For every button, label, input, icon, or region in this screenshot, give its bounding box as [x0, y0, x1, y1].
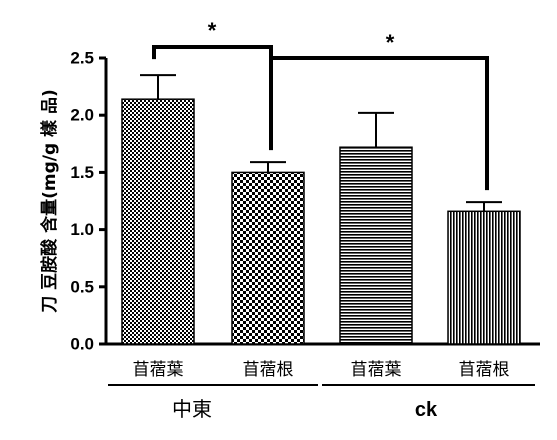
bar [121, 98, 195, 345]
error-bar [358, 111, 394, 148]
group-label-middle-east: 中東 [172, 397, 212, 421]
x-category-labels: 苜蓿葉 苜蓿根 苜蓿葉 苜蓿根 [133, 360, 510, 380]
y-ticks: 0.0 0.5 1.0 1.5 2.0 2.5 [70, 48, 106, 353]
error-bar [466, 201, 502, 212]
bar [447, 210, 521, 345]
bar [231, 171, 305, 345]
error-bar [250, 161, 286, 173]
x-category-label: 苜蓿葉 [133, 360, 184, 380]
x-category-label: 苜蓿根 [459, 360, 510, 380]
y-tick-label: 1.5 [70, 163, 94, 182]
y-tick-label: 2.0 [70, 106, 94, 125]
y-tick-label: 0.0 [70, 334, 94, 353]
bar [339, 146, 413, 345]
x-category-label: 苜蓿根 [243, 360, 294, 380]
bars [121, 98, 521, 345]
group-label-ck: ck [415, 399, 438, 421]
significance-bracket [152, 45, 273, 151]
y-tick-label: 2.5 [70, 48, 94, 67]
error-bars [140, 74, 502, 212]
x-category-label: 苜蓿葉 [351, 360, 402, 380]
y-tick-label: 0.5 [70, 277, 94, 296]
y-tick-label: 1.0 [70, 220, 94, 239]
significance-star: * [386, 30, 395, 55]
y-axis-label: 刀 豆胺酸 含量(mg/g 樣 品) [39, 89, 60, 312]
significance-bracket [271, 56, 489, 191]
x-group-labels: 中東 ck [108, 384, 535, 421]
significance-markers: * * [152, 18, 489, 191]
error-bar [140, 74, 176, 100]
significance-star: * [208, 18, 217, 43]
